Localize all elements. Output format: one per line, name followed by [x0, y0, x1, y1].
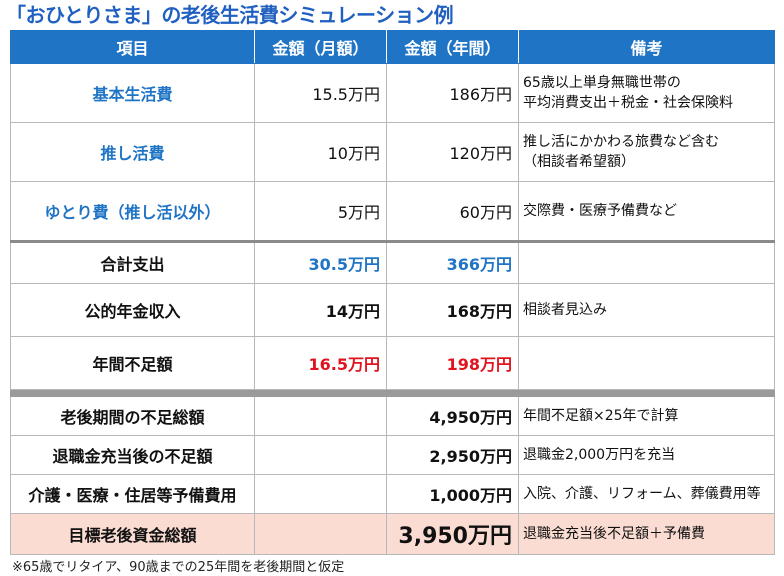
page-title: 「おひとりさま」の老後生活費シミュレーション例 [6, 3, 454, 27]
summary-item: 公的年金収入 [10, 283, 255, 337]
lower-annual: 2,950万円 [386, 435, 519, 475]
simulation-table: 項目 金額（月額） 金額（年間） 備考 基本生活費 15.5万円 186万円 6… [10, 30, 775, 555]
table-row: 基本生活費 15.5万円 186万円 65歳以上単身無職世帯の平均消費支出＋税金… [10, 63, 775, 123]
table-row: 推し活費 10万円 120万円 推し活にかかわる旅費など含む （相談者希望額） [10, 122, 775, 182]
row-note: 交際費・医療予備費など [518, 181, 775, 242]
row-monthly: 15.5万円 [254, 63, 387, 123]
lower-note: 入院、介護、リフォーム、葬儀費用等 [518, 474, 775, 514]
row-monthly: 5万円 [254, 181, 387, 242]
goal-monthly [254, 513, 387, 555]
goal-annual: 3,950万円 [386, 513, 519, 555]
lower-annual: 4,950万円 [386, 396, 519, 436]
goal-row: 目標老後資金総額 3,950万円 退職金充当後不足額＋予備費 [10, 513, 775, 555]
footnote: ※65歳でリタイア、90歳までの25年間を老後期間と仮定 [12, 560, 345, 575]
note-line: 推し活にかかわる旅費など含む [523, 134, 719, 150]
header-monthly: 金額（月額） [254, 30, 387, 64]
note-line: 65歳以上単身無職世帯の [523, 75, 681, 91]
lower-monthly [254, 435, 387, 475]
summary-note [518, 240, 775, 284]
section-divider [10, 389, 775, 397]
row-annual: 120万円 [386, 122, 519, 182]
summary-row-pension: 公的年金収入 14万円 168万円 相談者見込み [10, 283, 775, 337]
header-note: 備考 [518, 30, 775, 64]
lower-monthly [254, 396, 387, 436]
summary-item: 年間不足額 [10, 336, 255, 390]
summary-monthly: 30.5万円 [254, 240, 387, 284]
row-item: 推し活費 [10, 122, 255, 182]
summary-row-shortfall: 年間不足額 16.5万円 198万円 [10, 336, 775, 390]
row-note: 推し活にかかわる旅費など含む （相談者希望額） [518, 122, 775, 182]
row-annual: 186万円 [386, 63, 519, 123]
row-item: 基本生活費 [10, 63, 255, 123]
lower-item: 介護・医療・住居等予備費用 [10, 474, 255, 514]
summary-note [518, 336, 775, 390]
goal-item: 目標老後資金総額 [10, 513, 255, 555]
summary-annual: 168万円 [386, 283, 519, 337]
header-annual: 金額（年間） [386, 30, 519, 64]
lower-item: 老後期間の不足総額 [10, 396, 255, 436]
note-line: 平均消費支出＋税金・社会保険料 [523, 95, 733, 111]
lower-row: 老後期間の不足総額 4,950万円 年間不足額×25年で計算 [10, 396, 775, 436]
summary-monthly: 16.5万円 [254, 336, 387, 390]
lower-note: 年間不足額×25年で計算 [518, 396, 775, 436]
row-monthly: 10万円 [254, 122, 387, 182]
lower-item: 退職金充当後の不足額 [10, 435, 255, 475]
lower-monthly [254, 474, 387, 514]
goal-note: 退職金充当後不足額＋予備費 [518, 513, 775, 555]
summary-annual: 366万円 [386, 240, 519, 284]
row-note: 65歳以上単身無職世帯の平均消費支出＋税金・社会保険料 [518, 63, 775, 123]
note-line: （相談者希望額） [523, 154, 635, 170]
summary-row-total: 合計支出 30.5万円 366万円 [10, 240, 775, 284]
header-row: 項目 金額（月額） 金額（年間） 備考 [10, 30, 775, 64]
summary-annual: 198万円 [386, 336, 519, 390]
header-item: 項目 [10, 30, 255, 64]
lower-row: 退職金充当後の不足額 2,950万円 退職金2,000万円を充当 [10, 435, 775, 475]
lower-row: 介護・医療・住居等予備費用 1,000万円 入院、介護、リフォーム、葬儀費用等 [10, 474, 775, 514]
summary-note: 相談者見込み [518, 283, 775, 337]
table-row: ゆとり費（推し活以外） 5万円 60万円 交際費・医療予備費など [10, 181, 775, 242]
row-item: ゆとり費（推し活以外） [10, 181, 255, 242]
summary-item: 合計支出 [10, 240, 255, 284]
summary-monthly: 14万円 [254, 283, 387, 337]
row-annual: 60万円 [386, 181, 519, 242]
lower-note: 退職金2,000万円を充当 [518, 435, 775, 475]
lower-annual: 1,000万円 [386, 474, 519, 514]
